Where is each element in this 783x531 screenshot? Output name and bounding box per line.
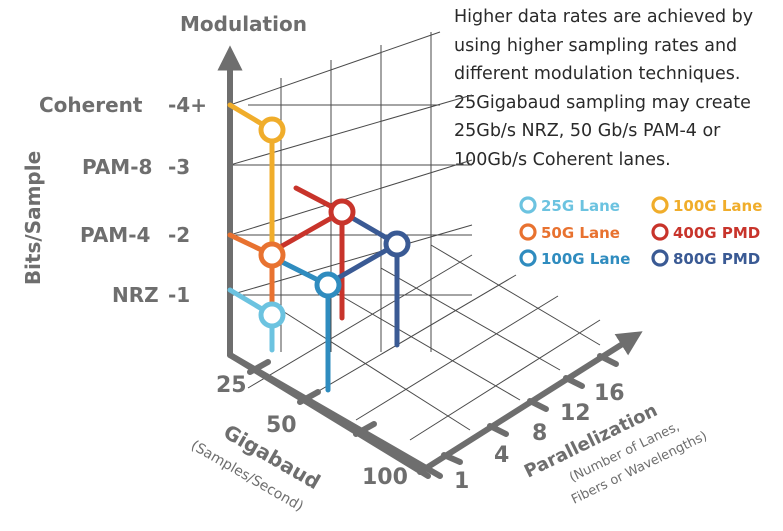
legend-label: 400G PMD [673,224,760,242]
gigabaud-tick-100: 100 [362,465,408,490]
description-text: Higher data rates are achieved by using … [454,3,783,175]
legend-label: 800G PMD [673,250,760,268]
axis-ticks [247,353,619,465]
legend-item: 25G Lane [519,196,620,215]
node-800g-pmd-darkblue [383,230,411,258]
legend-item: 100G Lane [519,249,630,268]
legend-swatch [519,223,537,241]
legend-label: 25G Lane [541,197,620,215]
legend-swatch [519,196,537,214]
legend-swatch [651,196,669,214]
legend-swatch [651,223,669,241]
legend: 25G Lane 100G Lane 50G Lane 400G PMD 100… [519,196,762,268]
parallel-tick-4: 4 [494,443,509,468]
node-100g-lane-yellow [258,116,286,144]
axes [217,45,643,479]
legend-label: 100G Lane [541,250,630,268]
node-400g-pmd-red [328,198,356,226]
level-coherent-name: Coherent [39,93,143,117]
lane-nodes [258,116,411,329]
level-pam4-bits: -2 [168,223,190,247]
bits-per-sample-title: Bits/Sample [21,151,45,285]
parallel-tick-8: 8 [532,421,547,446]
legend-item: 50G Lane [519,223,620,242]
node-25g-lane-lightblue [258,301,286,329]
series-800g-pmd [339,209,400,348]
level-coherent-bits: -4+ [168,93,207,117]
level-pam4-name: PAM-4 [80,223,150,247]
node-100g-lane-blue [314,271,342,299]
legend-item: 800G PMD [651,249,760,268]
description-line: different modulation techniques. [454,64,741,85]
description-line: using higher sampling rates and [454,35,738,56]
node-50g-lane-orange [258,241,286,269]
description-line: 25Gigabaud sampling may create [454,92,751,113]
modulation-axis-title: Modulation [180,12,307,36]
legend-item: 100G Lane [651,196,762,215]
parallelization-axis [417,331,643,475]
level-pam8-bits: -3 [168,155,190,179]
gigabaud-tick-25: 25 [216,373,247,398]
level-nrz-name: NRZ [112,283,159,307]
legend-label: 100G Lane [673,197,762,215]
gigabaud-tick-50: 50 [266,413,297,438]
description-line: 25Gb/s NRZ, 50 Gb/s PAM-4 or [454,121,721,142]
legend-label: 50G Lane [541,224,620,242]
level-pam8-name: PAM-8 [82,155,152,179]
parallel-tick-1: 1 [454,469,469,494]
lane-series [227,102,400,393]
legend-swatch [519,249,537,267]
description-line: 100Gb/s Coherent lanes. [454,149,671,170]
level-nrz-bits: -1 [168,283,190,307]
parallel-tick-12: 12 [560,401,591,426]
description-line: Higher data rates are achieved by [454,7,754,27]
legend-swatch [651,249,669,267]
parallel-tick-16: 16 [594,381,625,406]
legend-item: 400G PMD [651,223,760,242]
